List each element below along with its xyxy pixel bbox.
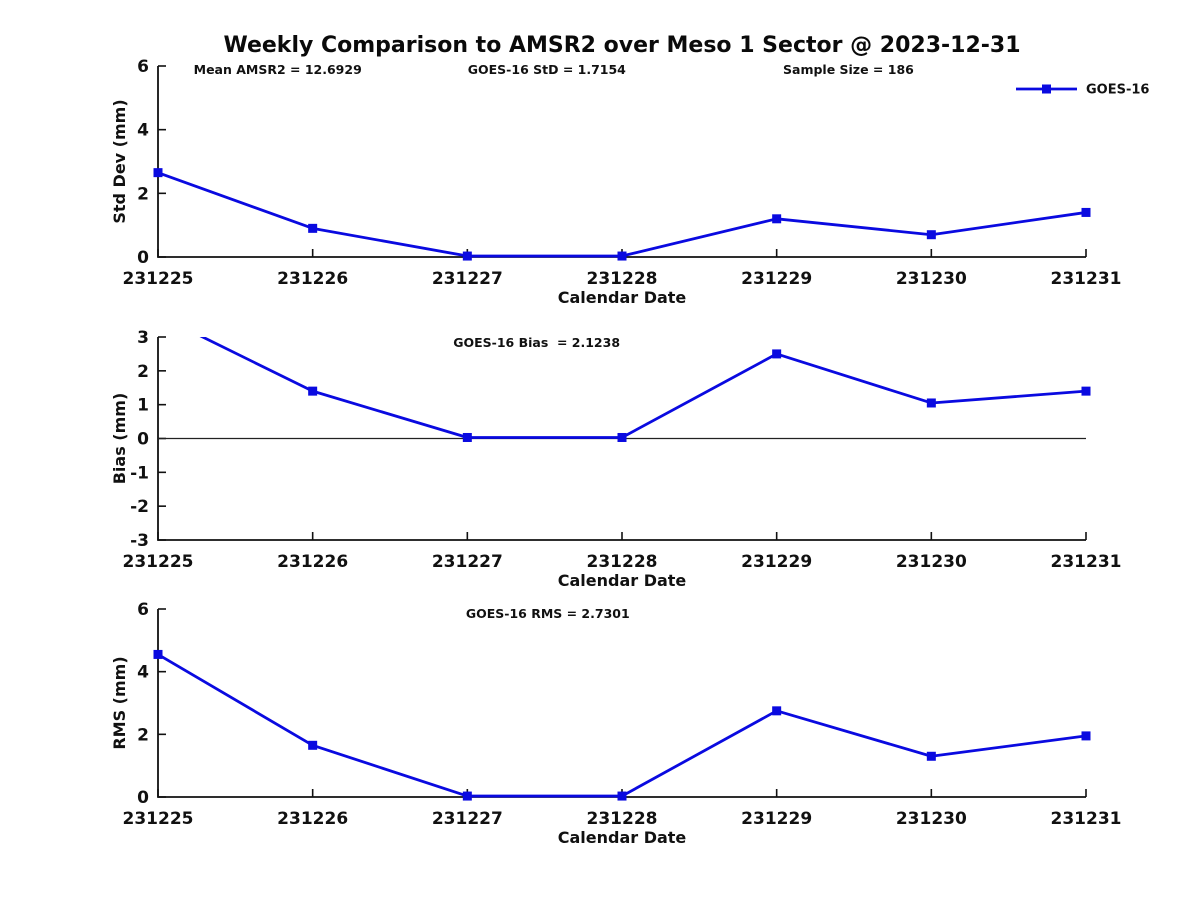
y-tick-label: 1 bbox=[137, 396, 149, 416]
chart-title: Weekly Comparison to AMSR2 over Meso 1 S… bbox=[223, 33, 1021, 58]
x-tick-label: 231230 bbox=[896, 809, 967, 829]
x-tick-label: 231226 bbox=[277, 552, 348, 572]
annotation-label: Sample Size = 186 bbox=[783, 62, 914, 77]
x-tick-label: 231226 bbox=[277, 269, 348, 289]
y-tick-label: 2 bbox=[137, 184, 149, 204]
data-point-marker bbox=[1081, 386, 1091, 396]
data-point-marker bbox=[308, 740, 318, 750]
annotation-label: GOES-16 RMS = 2.7301 bbox=[466, 606, 630, 621]
x-tick-label: 231227 bbox=[432, 552, 503, 572]
x-tick-label: 231226 bbox=[277, 809, 348, 829]
x-tick-label: 231227 bbox=[432, 809, 503, 829]
y-axis-title: Std Dev (mm) bbox=[110, 99, 129, 223]
data-point-marker bbox=[772, 214, 782, 224]
data-point-marker bbox=[617, 251, 627, 261]
x-tick-label: 231230 bbox=[896, 552, 967, 572]
data-point-marker bbox=[772, 706, 782, 716]
data-point-marker bbox=[926, 398, 936, 408]
data-point-marker bbox=[462, 432, 472, 442]
x-tick-label: 231229 bbox=[741, 269, 812, 289]
data-point-marker bbox=[462, 791, 472, 801]
annotation-label: GOES-16 Bias = 2.1238 bbox=[453, 335, 620, 350]
series-line bbox=[157, 653, 1087, 798]
chart-bias: -3 -2 -1 0 1 2 3 231225 231226 231227 231228 231229… bbox=[110, 311, 1122, 590]
x-tick-label: 231229 bbox=[741, 552, 812, 572]
y-tick-label: 6 bbox=[137, 600, 149, 620]
y-axis-title: Bias (mm) bbox=[110, 393, 129, 485]
x-tick-label: 231227 bbox=[432, 269, 503, 289]
y-tick-label: 2 bbox=[137, 725, 149, 745]
data-point-marker bbox=[154, 311, 163, 320]
data-point-marker bbox=[926, 751, 936, 761]
y-tick-label: 0 bbox=[137, 248, 149, 268]
legend: GOES-16 bbox=[1016, 83, 1149, 98]
y-tick-label: 0 bbox=[137, 430, 149, 450]
series-line bbox=[157, 171, 1087, 258]
chart-rms: 0 2 4 6 231225 231226 231227 231228 231229 231230… bbox=[110, 600, 1121, 847]
y-tick-label: 4 bbox=[137, 663, 149, 683]
x-axis-title: Calendar Date bbox=[558, 288, 687, 307]
data-point-marker bbox=[308, 223, 318, 233]
data-point-marker bbox=[926, 230, 936, 240]
series-goes-16 bbox=[153, 649, 1091, 801]
chart-std-dev: 0 2 4 6 231225 231226 231227 231228 231229 231230… bbox=[110, 57, 1149, 307]
y-tick-label: 6 bbox=[137, 57, 149, 77]
x-tick-label: 231225 bbox=[123, 552, 194, 572]
x-axis-title: Calendar Date bbox=[558, 828, 687, 847]
y-tick-label: -1 bbox=[130, 463, 149, 483]
annotation-label: Mean AMSR2 = 12.6929 bbox=[194, 62, 362, 77]
x-tick-label: 231228 bbox=[587, 552, 658, 572]
axis-lines bbox=[157, 66, 1086, 258]
data-point-marker bbox=[1081, 731, 1091, 741]
data-point-marker bbox=[462, 251, 472, 261]
data-point-marker bbox=[617, 791, 627, 801]
x-tick-label: 231231 bbox=[1051, 552, 1122, 572]
series-line bbox=[199, 337, 1087, 439]
x-tick-label: 231228 bbox=[587, 809, 658, 829]
series-goes-16 bbox=[154, 311, 1091, 442]
y-tick-label: 2 bbox=[137, 362, 149, 382]
y-tick-label: 4 bbox=[137, 121, 149, 141]
data-point-marker bbox=[308, 386, 318, 396]
data-point-marker bbox=[617, 432, 627, 442]
data-point-marker bbox=[153, 649, 163, 659]
x-tick-label: 231231 bbox=[1051, 809, 1122, 829]
y-tick-label: 3 bbox=[137, 328, 149, 348]
data-point-marker bbox=[772, 349, 782, 359]
y-tick-label: 0 bbox=[137, 788, 149, 808]
x-tick-label: 231228 bbox=[587, 269, 658, 289]
axis-lines bbox=[157, 609, 1086, 798]
data-point-marker bbox=[1081, 207, 1091, 217]
y-tick-label: -3 bbox=[130, 531, 149, 551]
data-point-marker bbox=[153, 168, 163, 178]
y-axis-title: RMS (mm) bbox=[110, 656, 129, 749]
y-tick-label: -2 bbox=[130, 497, 149, 517]
x-tick-label: 231225 bbox=[123, 269, 194, 289]
x-tick-label: 231230 bbox=[896, 269, 967, 289]
legend-marker bbox=[1042, 84, 1051, 94]
x-tick-label: 231231 bbox=[1051, 269, 1122, 289]
x-axis-title: Calendar Date bbox=[558, 571, 687, 590]
legend-label: GOES-16 bbox=[1086, 83, 1149, 98]
annotation-label: GOES-16 StD = 1.7154 bbox=[468, 62, 626, 77]
series-goes-16 bbox=[153, 168, 1091, 261]
x-tick-label: 231225 bbox=[123, 809, 194, 829]
x-tick-label: 231229 bbox=[741, 809, 812, 829]
